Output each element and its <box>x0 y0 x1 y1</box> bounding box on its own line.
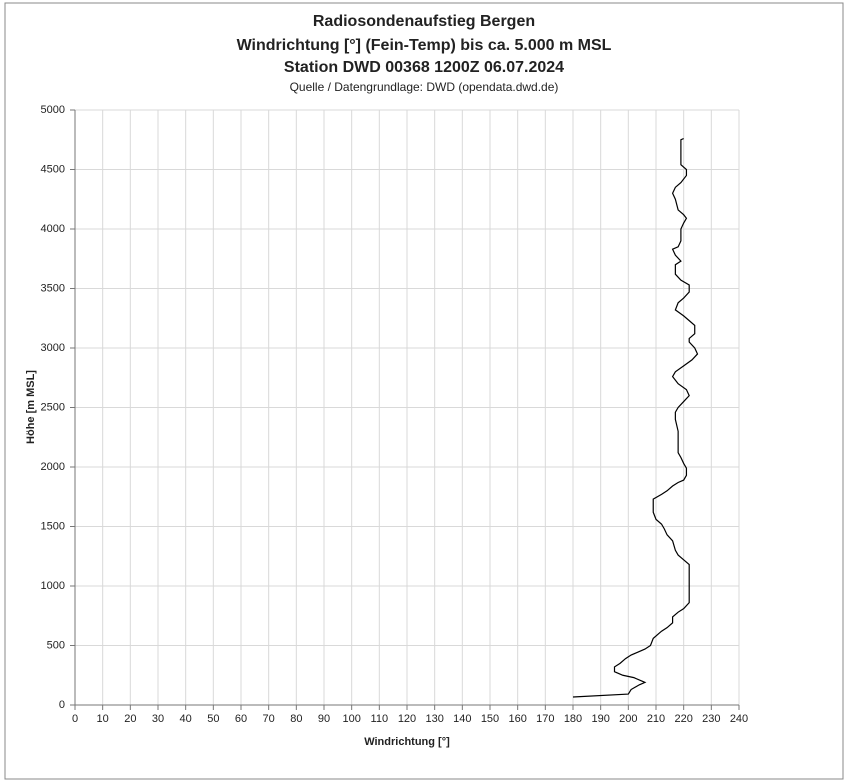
x-tick-label: 220 <box>674 713 692 725</box>
y-tick-label: 5000 <box>41 104 65 116</box>
x-tick-label: 60 <box>235 713 247 725</box>
x-tick-label: 90 <box>318 713 330 725</box>
y-tick-label: 1000 <box>41 580 65 592</box>
chart-title: Windrichtung [°] (Fein-Temp) bis ca. 5.0… <box>237 37 612 54</box>
x-tick-label: 240 <box>730 713 748 725</box>
x-tick-label: 230 <box>702 713 720 725</box>
y-tick-label: 0 <box>59 699 65 711</box>
chart-title: Station DWD 00368 1200Z 06.07.2024 <box>284 59 564 76</box>
chart-title: Radiosondenaufstieg Bergen <box>313 13 535 30</box>
x-tick-label: 80 <box>290 713 302 725</box>
y-tick-label: 2500 <box>41 401 65 413</box>
x-tick-label: 100 <box>342 713 360 725</box>
y-tick-label: 2000 <box>41 461 65 473</box>
x-tick-label: 170 <box>536 713 554 725</box>
x-tick-label: 160 <box>508 713 526 725</box>
x-tick-label: 130 <box>425 713 443 725</box>
x-tick-label: 210 <box>647 713 665 725</box>
y-tick-label: 500 <box>47 639 65 651</box>
x-tick-label: 180 <box>564 713 582 725</box>
y-tick-label: 4000 <box>41 223 65 235</box>
y-tick-label: 3000 <box>41 342 65 354</box>
x-tick-label: 190 <box>591 713 609 725</box>
x-axis-label: Windrichtung [°] <box>364 736 450 748</box>
x-tick-label: 50 <box>207 713 219 725</box>
x-tick-label: 20 <box>124 713 136 725</box>
chart-subtitle: Quelle / Datengrundlage: DWD (opendata.d… <box>290 80 559 94</box>
chart-frame <box>4 2 844 780</box>
y-axis-label: Höhe [m MSL] <box>25 370 37 444</box>
y-tick-label: 1500 <box>41 520 65 532</box>
x-tick-label: 0 <box>72 713 78 725</box>
x-tick-label: 10 <box>97 713 109 725</box>
y-tick-label: 4500 <box>41 163 65 175</box>
x-tick-label: 200 <box>619 713 637 725</box>
x-tick-label: 140 <box>453 713 471 725</box>
x-tick-label: 150 <box>481 713 499 725</box>
x-tick-label: 30 <box>152 713 164 725</box>
data-line <box>572 138 699 698</box>
y-tick-label: 3500 <box>41 282 65 294</box>
x-tick-label: 120 <box>398 713 416 725</box>
x-tick-label: 70 <box>263 713 275 725</box>
x-tick-label: 40 <box>180 713 192 725</box>
x-tick-label: 110 <box>371 713 389 725</box>
